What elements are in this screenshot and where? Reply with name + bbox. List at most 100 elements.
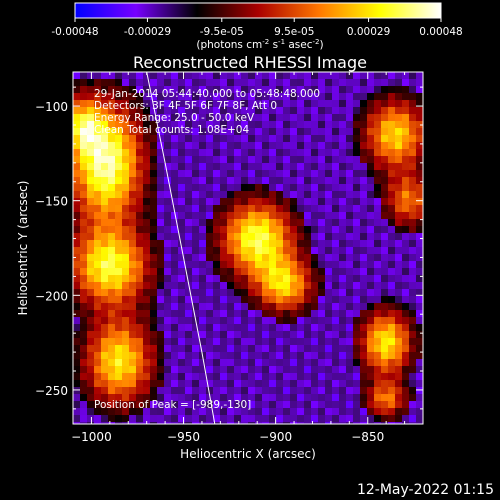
heatmap-cell: [220, 149, 228, 157]
heatmap-cell: [262, 142, 270, 150]
heatmap-cell: [409, 72, 417, 80]
heatmap-cell: [269, 289, 277, 297]
heatmap-cell: [220, 408, 228, 416]
heatmap-cell: [129, 226, 137, 234]
heatmap-cell: [199, 93, 207, 101]
heatmap-cell: [108, 212, 116, 220]
heatmap-cell: [87, 268, 95, 276]
heatmap-cell: [388, 380, 396, 388]
heatmap-cell: [248, 359, 256, 367]
heatmap-cell: [325, 310, 333, 318]
heatmap-cell: [262, 79, 270, 87]
heatmap-cell: [185, 366, 193, 374]
heatmap-cell: [248, 93, 256, 101]
heatmap-cell: [94, 219, 102, 227]
heatmap-cell: [157, 79, 165, 87]
heatmap-cell: [318, 373, 326, 381]
heatmap-cell: [220, 114, 228, 122]
heatmap-cell: [87, 100, 95, 108]
heatmap-cell: [276, 317, 284, 325]
heatmap-cell: [220, 275, 228, 283]
heatmap-cell: [87, 366, 95, 374]
heatmap-cell: [241, 156, 249, 164]
heatmap-cell: [87, 247, 95, 255]
heatmap-cell: [311, 233, 319, 241]
heatmap-cell: [101, 387, 109, 395]
heatmap-cell: [199, 317, 207, 325]
heatmap-cell: [353, 303, 361, 311]
heatmap-cell: [80, 128, 88, 136]
heatmap-cell: [101, 233, 109, 241]
heatmap-cell: [332, 254, 340, 262]
heatmap-cell: [262, 170, 270, 178]
heatmap-cell: [220, 212, 228, 220]
heatmap-cell: [199, 191, 207, 199]
heatmap-cell: [416, 366, 423, 374]
heatmap-cell: [318, 100, 326, 108]
heatmap-cell: [115, 380, 123, 388]
heatmap-cell: [409, 86, 417, 94]
heatmap-cell: [269, 345, 277, 353]
heatmap-cell: [129, 240, 137, 248]
heatmap-cell: [367, 212, 375, 220]
heatmap-cell: [388, 170, 396, 178]
heatmap-cell: [94, 261, 102, 269]
heatmap-cell: [101, 93, 109, 101]
heatmap-cell: [122, 212, 130, 220]
heatmap-cell: [402, 394, 410, 402]
heatmap-cell: [101, 254, 109, 262]
heatmap-cell: [409, 205, 417, 213]
heatmap-cell: [227, 275, 235, 283]
heatmap-cell: [143, 359, 151, 367]
heatmap-cell: [409, 282, 417, 290]
heatmap-cell: [129, 303, 137, 311]
heatmap-cell: [381, 142, 389, 150]
heatmap-cell: [199, 205, 207, 213]
heatmap-cell: [122, 191, 130, 199]
heatmap-cell: [304, 422, 312, 424]
heatmap-cell: [353, 114, 361, 122]
heatmap-cell: [255, 282, 263, 290]
heatmap-cell: [213, 226, 221, 234]
heatmap-cell: [150, 310, 158, 318]
heatmap-cell: [332, 93, 340, 101]
heatmap-cell: [150, 296, 158, 304]
heatmap-cell: [206, 72, 214, 80]
heatmap-cell: [227, 191, 235, 199]
heatmap-cell: [311, 135, 319, 143]
heatmap-cell: [150, 408, 158, 416]
heatmap-cell: [178, 296, 186, 304]
heatmap-cell: [122, 422, 130, 424]
heatmap-cell: [332, 100, 340, 108]
heatmap-cell: [192, 219, 200, 227]
heatmap-cell: [80, 79, 88, 87]
heatmap-cell: [213, 156, 221, 164]
heatmap-cell: [192, 422, 200, 424]
heatmap-cell: [318, 86, 326, 94]
heatmap-cell: [367, 121, 375, 129]
heatmap-cell: [276, 205, 284, 213]
heatmap-cell: [115, 184, 123, 192]
heatmap-cell: [87, 93, 95, 101]
heatmap-cell: [381, 135, 389, 143]
heatmap-cell: [178, 198, 186, 206]
heatmap-cell: [304, 310, 312, 318]
heatmap-cell: [241, 114, 249, 122]
heatmap-cell: [304, 338, 312, 346]
heatmap-cell: [164, 191, 172, 199]
heatmap-cell: [339, 275, 347, 283]
heatmap-cell: [381, 408, 389, 416]
heatmap-cell: [290, 156, 298, 164]
heatmap-cell: [311, 86, 319, 94]
heatmap-cell: [416, 261, 423, 269]
heatmap-cell: [311, 142, 319, 150]
heatmap-cell: [332, 387, 340, 395]
heatmap-cell: [353, 345, 361, 353]
heatmap-cell: [129, 198, 137, 206]
heatmap-cell: [374, 114, 382, 122]
heatmap-cell: [178, 352, 186, 360]
heatmap-cell: [94, 233, 102, 241]
heatmap-cell: [360, 184, 368, 192]
heatmap-cell: [143, 387, 151, 395]
heatmap-cell: [164, 79, 172, 87]
